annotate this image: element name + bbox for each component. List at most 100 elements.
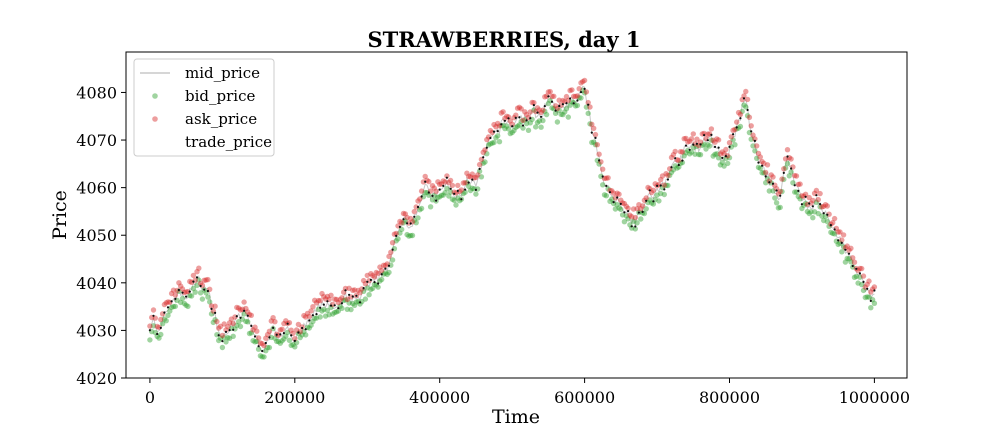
trade-price-point <box>768 181 771 184</box>
trade-price-point <box>355 294 358 297</box>
bid-price-point <box>696 151 702 158</box>
bid-price-point <box>467 187 474 194</box>
ask-price-point <box>672 148 678 155</box>
bid-price-point <box>321 306 327 313</box>
trade-price-point <box>275 333 278 336</box>
bid-price-point <box>444 186 450 192</box>
bid-price-point <box>739 108 745 115</box>
ask-price-point <box>245 309 251 315</box>
bid-price-point <box>839 249 845 255</box>
bid-price-point <box>536 118 542 124</box>
bid-price-point <box>493 135 499 141</box>
ask-price-point <box>433 188 439 194</box>
ask-price-point <box>685 139 691 145</box>
bid-price-point <box>252 339 258 345</box>
bid-price-point <box>360 288 367 294</box>
bid-price-point <box>250 338 256 344</box>
trade-price-point <box>674 157 677 160</box>
trade-price-point <box>286 322 289 325</box>
trade-price-point <box>272 326 275 329</box>
bid-price-point <box>813 199 820 205</box>
bid-price-point <box>690 144 696 151</box>
bid-price-point <box>543 111 550 118</box>
bid-price-point <box>592 142 599 148</box>
trade-price-point <box>630 225 633 228</box>
bid-price-point <box>594 157 600 164</box>
trade-price-point <box>873 289 876 292</box>
bid-price-point <box>417 207 423 213</box>
bid-price-point <box>192 289 198 295</box>
bid-price-point <box>752 148 758 154</box>
bid-price-point <box>665 182 671 189</box>
ask-price-point <box>574 93 581 99</box>
ask-price-point <box>848 245 854 251</box>
bid-price-point <box>623 213 629 219</box>
trade-price-point <box>402 218 405 221</box>
bid-price-point <box>706 143 713 149</box>
legend-ask-price-swatch <box>152 116 158 122</box>
bid-price-point <box>786 173 792 179</box>
bid-price-point <box>236 319 242 325</box>
ask-price-point <box>837 229 843 235</box>
bid-price-point <box>703 146 709 152</box>
ask-price-point <box>337 297 343 303</box>
ask-price-point <box>187 278 193 285</box>
ask-price-point <box>761 160 767 166</box>
legend-trade-price-label: trade_price <box>185 133 272 151</box>
bid-price-point <box>245 319 251 325</box>
trade-price-point <box>474 188 477 191</box>
trade-price-point <box>152 314 155 317</box>
bid-price-point <box>176 288 182 294</box>
bid-price-point <box>230 333 236 339</box>
ask-price-point <box>417 196 423 202</box>
bid-price-point <box>679 159 686 166</box>
bid-price-point <box>502 125 508 132</box>
bid-price-point <box>630 218 637 224</box>
trade-price-point <box>395 234 398 237</box>
trade-price-point <box>790 167 793 170</box>
bid-price-point <box>638 216 644 222</box>
bid-price-point <box>743 104 749 110</box>
bid-price-point <box>844 255 850 262</box>
trade-price-point <box>525 119 528 122</box>
ask-price-point <box>399 220 405 226</box>
ask-price-point <box>647 186 653 192</box>
bid-price-point <box>308 322 314 328</box>
trade-price-point <box>677 163 680 167</box>
trade-price-point <box>616 196 619 199</box>
trade-price-point <box>485 146 488 149</box>
bid-price-point <box>567 102 573 108</box>
ask-price-point <box>730 127 736 133</box>
legend-mid-price-label: mid_price <box>185 64 260 82</box>
bid-price-point <box>379 276 385 283</box>
bid-price-point <box>759 170 765 176</box>
ask-price-point <box>777 188 783 195</box>
bid-price-point <box>683 150 689 156</box>
ask-price-point <box>313 300 320 306</box>
bid-price-point <box>681 153 687 159</box>
bid-price-point <box>482 159 488 165</box>
bid-price-point <box>241 311 247 317</box>
y-axis-label: Price <box>49 190 71 240</box>
bid-price-point <box>435 194 441 201</box>
ask-price-point <box>277 327 283 333</box>
bid-price-point <box>538 124 544 130</box>
bid-price-point <box>357 301 363 307</box>
trade-price-point <box>163 311 166 314</box>
ask-price-point <box>806 194 812 201</box>
trade-price-point <box>156 332 159 336</box>
ask-price-point <box>176 280 182 286</box>
bid-price-point <box>170 303 177 310</box>
bid-price-point <box>371 281 378 288</box>
ask-price-point <box>388 249 394 255</box>
bid-price-point <box>770 188 776 194</box>
ask-price-point <box>147 323 153 329</box>
ask-price-point <box>502 115 508 122</box>
bid-price-point <box>552 110 559 117</box>
bid-price-point <box>237 323 244 330</box>
bid-price-point <box>409 232 416 239</box>
bid-price-point <box>442 190 448 196</box>
trade-price-point <box>239 316 242 319</box>
bid-price-point <box>804 208 811 215</box>
bid-price-point <box>866 294 872 300</box>
